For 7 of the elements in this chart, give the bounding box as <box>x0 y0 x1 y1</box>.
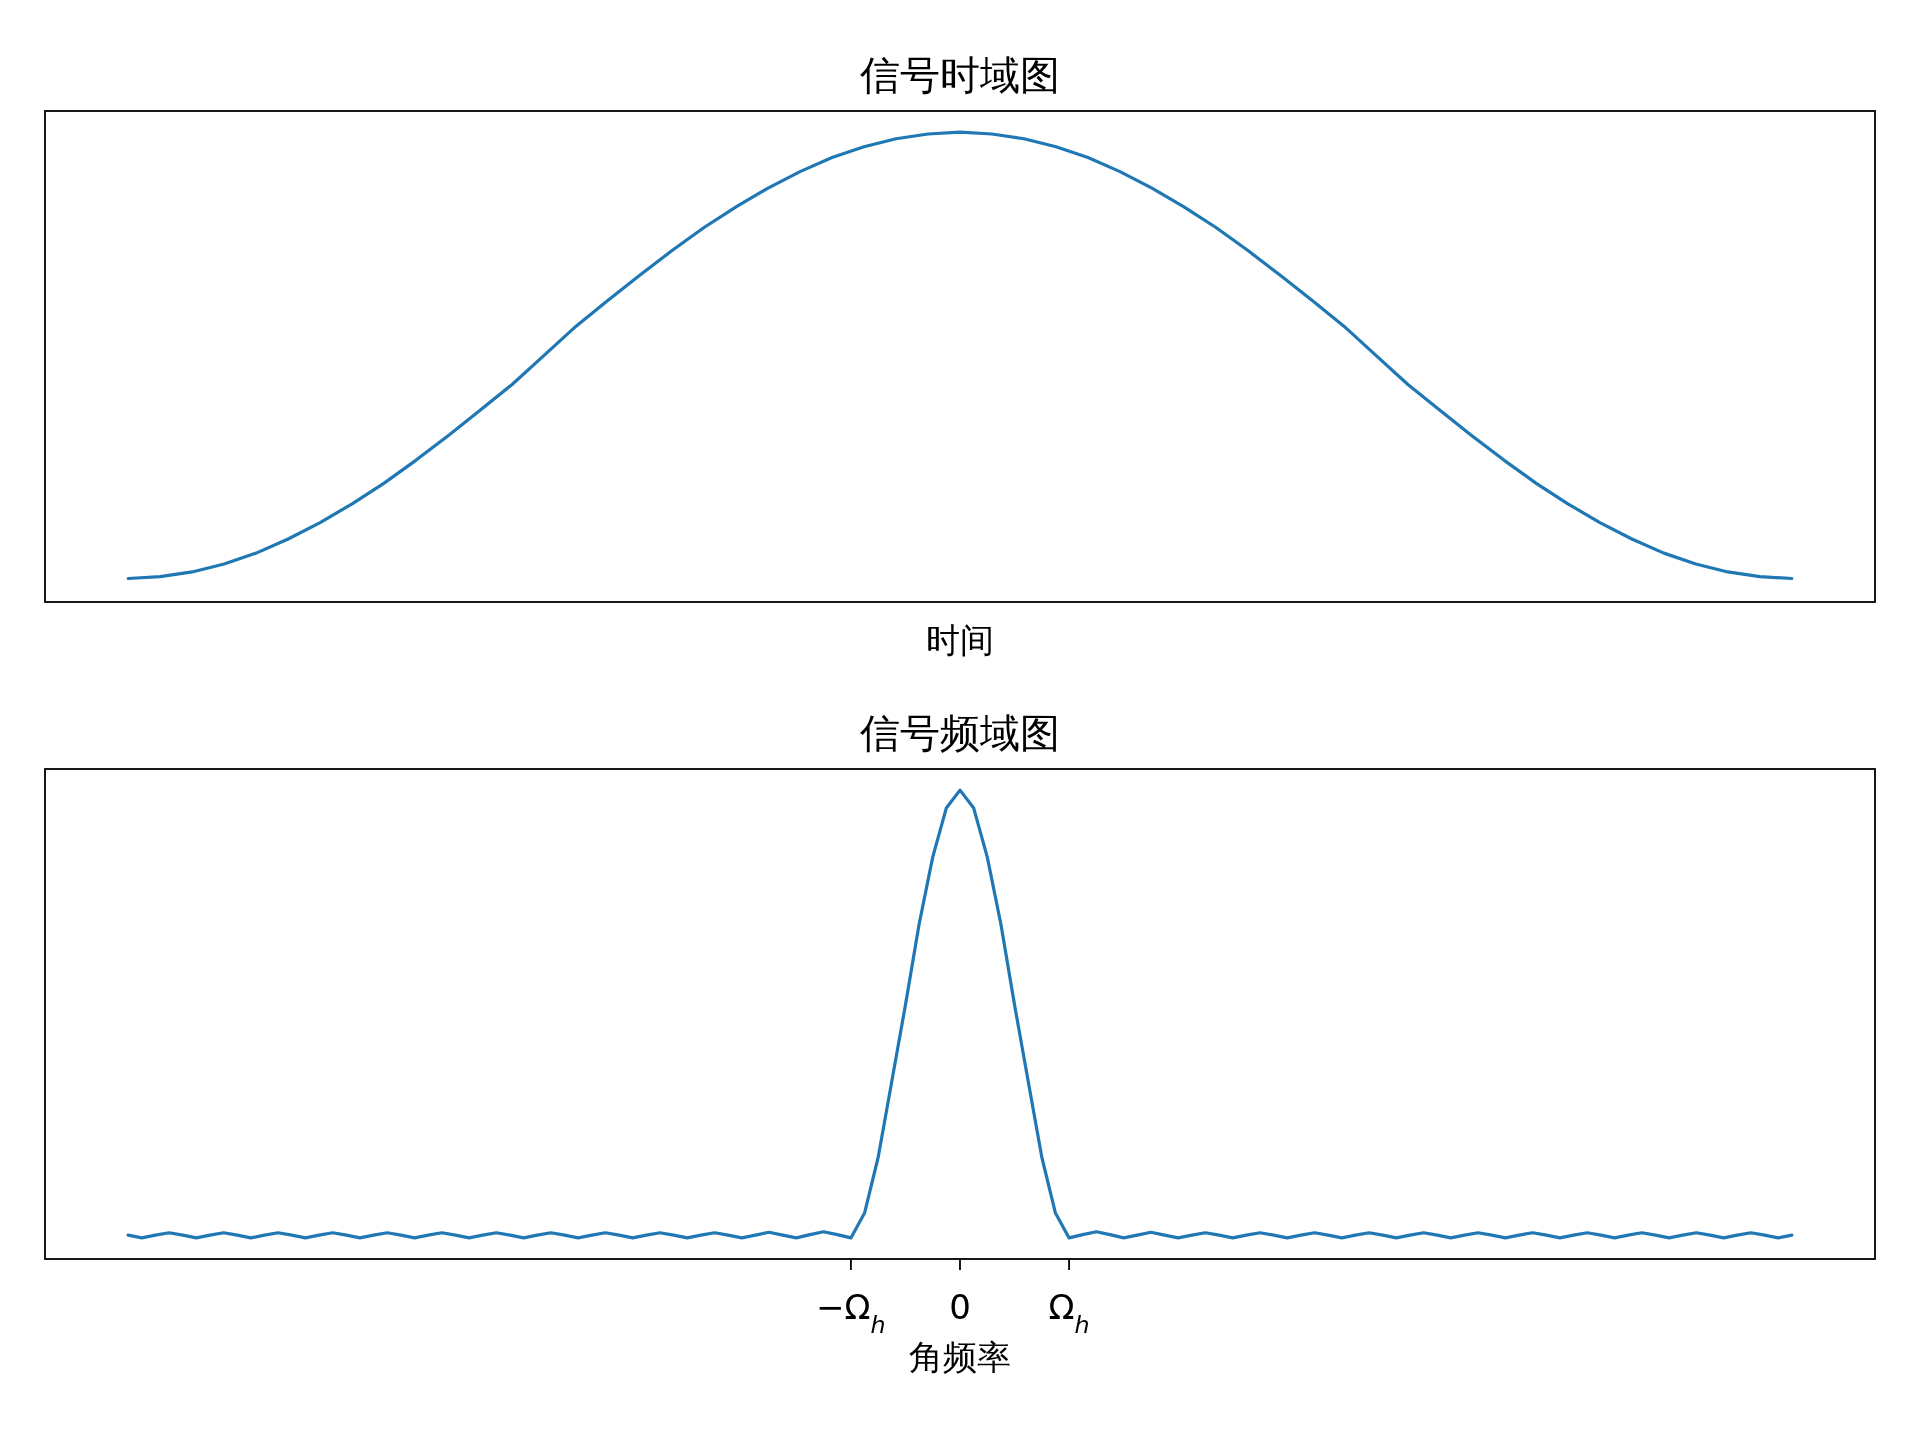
x-tick-label: Ω$_{h}$ <box>1048 1287 1090 1339</box>
x-tick-label: 0 <box>949 1287 971 1327</box>
x-axis-title: 角频率 <box>909 1337 1011 1377</box>
x-axis-title: 时间 <box>926 620 994 660</box>
chart-title: 信号频域图 <box>860 710 1060 756</box>
chart-title: 信号时域图 <box>860 52 1060 98</box>
x-tick-label: −Ω$_{h}$ <box>816 1287 886 1339</box>
